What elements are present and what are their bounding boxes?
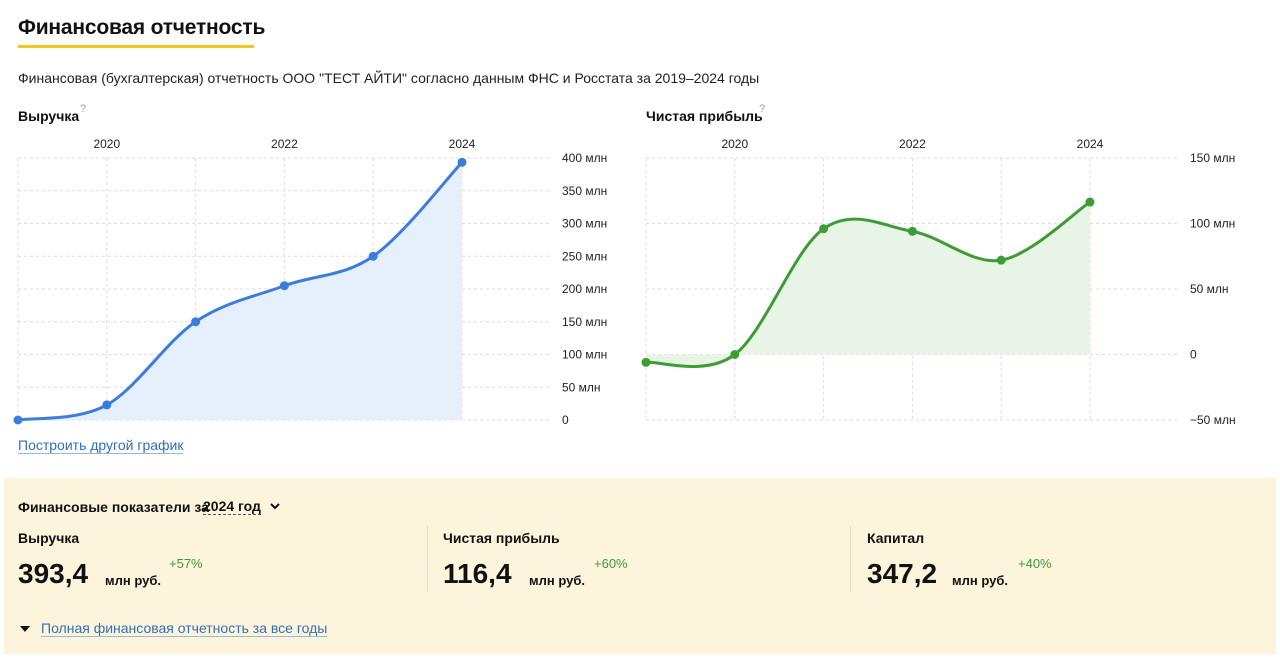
financial-indicators-header: Финансовые показатели за bbox=[18, 499, 209, 515]
metric-change: +60% bbox=[594, 556, 628, 571]
metric-label: Капитал bbox=[867, 530, 925, 546]
y-tick-label: 350 млн bbox=[562, 184, 607, 198]
profit-chart-title: Чистая прибыль bbox=[646, 108, 763, 124]
metric-change: +40% bbox=[1018, 556, 1052, 571]
financial-indicators-panel: Финансовые показатели за 2024 год Выручк… bbox=[4, 478, 1276, 654]
profit-help-icon[interactable]: ? bbox=[759, 103, 766, 115]
revenue-help-icon[interactable]: ? bbox=[80, 103, 87, 115]
data-point bbox=[368, 251, 378, 261]
metric-unit: млн руб. bbox=[529, 573, 585, 588]
y-tick-label: 0 bbox=[562, 413, 569, 427]
metric-label: Чистая прибыль bbox=[443, 530, 560, 546]
y-tick-label: 200 млн bbox=[562, 282, 607, 296]
metric-value: 116,4 bbox=[443, 558, 512, 589]
metric-change: +57% bbox=[169, 556, 203, 571]
build-another-chart-link[interactable]: Построить другой график bbox=[18, 437, 184, 454]
metric-value: 347,2 bbox=[867, 558, 938, 589]
metric-value: 393,4 bbox=[18, 558, 89, 589]
page-title: Финансовая отчетность bbox=[18, 16, 266, 39]
data-point bbox=[907, 226, 917, 236]
data-point bbox=[102, 400, 112, 410]
data-point bbox=[191, 317, 201, 327]
y-tick-label: 150 млн bbox=[1190, 151, 1235, 165]
y-tick-label: 50 млн bbox=[562, 380, 601, 394]
page-subtitle: Финансовая (бухгалтерская) отчетность ОО… bbox=[18, 70, 760, 86]
revenue-chart-title: Выручка bbox=[18, 108, 80, 124]
metric-unit: млн руб. bbox=[105, 573, 161, 588]
y-tick-label: 50 млн bbox=[1190, 282, 1229, 296]
area-fill bbox=[18, 162, 462, 420]
revenue-chart: 0 50 млн 100 млн 150 млн 200 млн 250 млн 300 м… bbox=[13, 137, 607, 427]
x-tick-label: 2022 bbox=[899, 137, 926, 151]
full-report-link[interactable]: Полная финансовая отчетность за все годы bbox=[41, 620, 328, 637]
x-tick-label: 2020 bbox=[93, 137, 120, 151]
area-fill bbox=[646, 202, 1090, 367]
y-tick-label: 0 bbox=[1190, 348, 1197, 362]
year-selector[interactable]: 2024 год bbox=[203, 498, 261, 515]
metric-label: Выручка bbox=[18, 530, 80, 546]
data-point bbox=[457, 157, 467, 167]
data-point bbox=[1085, 197, 1095, 207]
data-point bbox=[13, 415, 23, 425]
y-tick-label: 250 млн bbox=[562, 249, 607, 263]
data-point bbox=[996, 255, 1006, 265]
metric-divider bbox=[850, 526, 851, 592]
metric-divider bbox=[427, 526, 428, 592]
triangle-down-icon[interactable] bbox=[19, 624, 31, 634]
y-tick-label: −50 млн bbox=[1190, 413, 1236, 427]
data-point bbox=[641, 357, 651, 367]
data-point bbox=[279, 281, 289, 291]
x-tick-label: 2024 bbox=[449, 137, 476, 151]
data-point bbox=[730, 350, 740, 359]
x-tick-label: 2020 bbox=[721, 137, 748, 151]
title-underline bbox=[18, 45, 254, 48]
metric-unit: млн руб. bbox=[952, 573, 1008, 588]
profit-chart: −50 млн 0 50 млн 100 млн 150 млн 2020 2022 2024 bbox=[641, 137, 1236, 427]
metric-revenue: Выручка +57% 393,4 млн руб. bbox=[18, 526, 418, 596]
y-tick-label: 100 млн bbox=[562, 348, 607, 362]
y-tick-label: 150 млн bbox=[562, 315, 607, 329]
chevron-down-icon[interactable] bbox=[268, 499, 282, 513]
y-tick-label: 400 млн bbox=[562, 151, 607, 165]
metric-capital: Капитал +40% 347,2 млн руб. bbox=[867, 526, 1267, 596]
data-point bbox=[819, 224, 829, 234]
y-tick-label: 300 млн bbox=[562, 217, 607, 231]
y-tick-label: 100 млн bbox=[1190, 217, 1235, 231]
x-tick-label: 2024 bbox=[1077, 137, 1104, 151]
x-tick-label: 2022 bbox=[271, 137, 298, 151]
metric-net-profit: Чистая прибыль +60% 116,4 млн руб. bbox=[443, 526, 843, 596]
